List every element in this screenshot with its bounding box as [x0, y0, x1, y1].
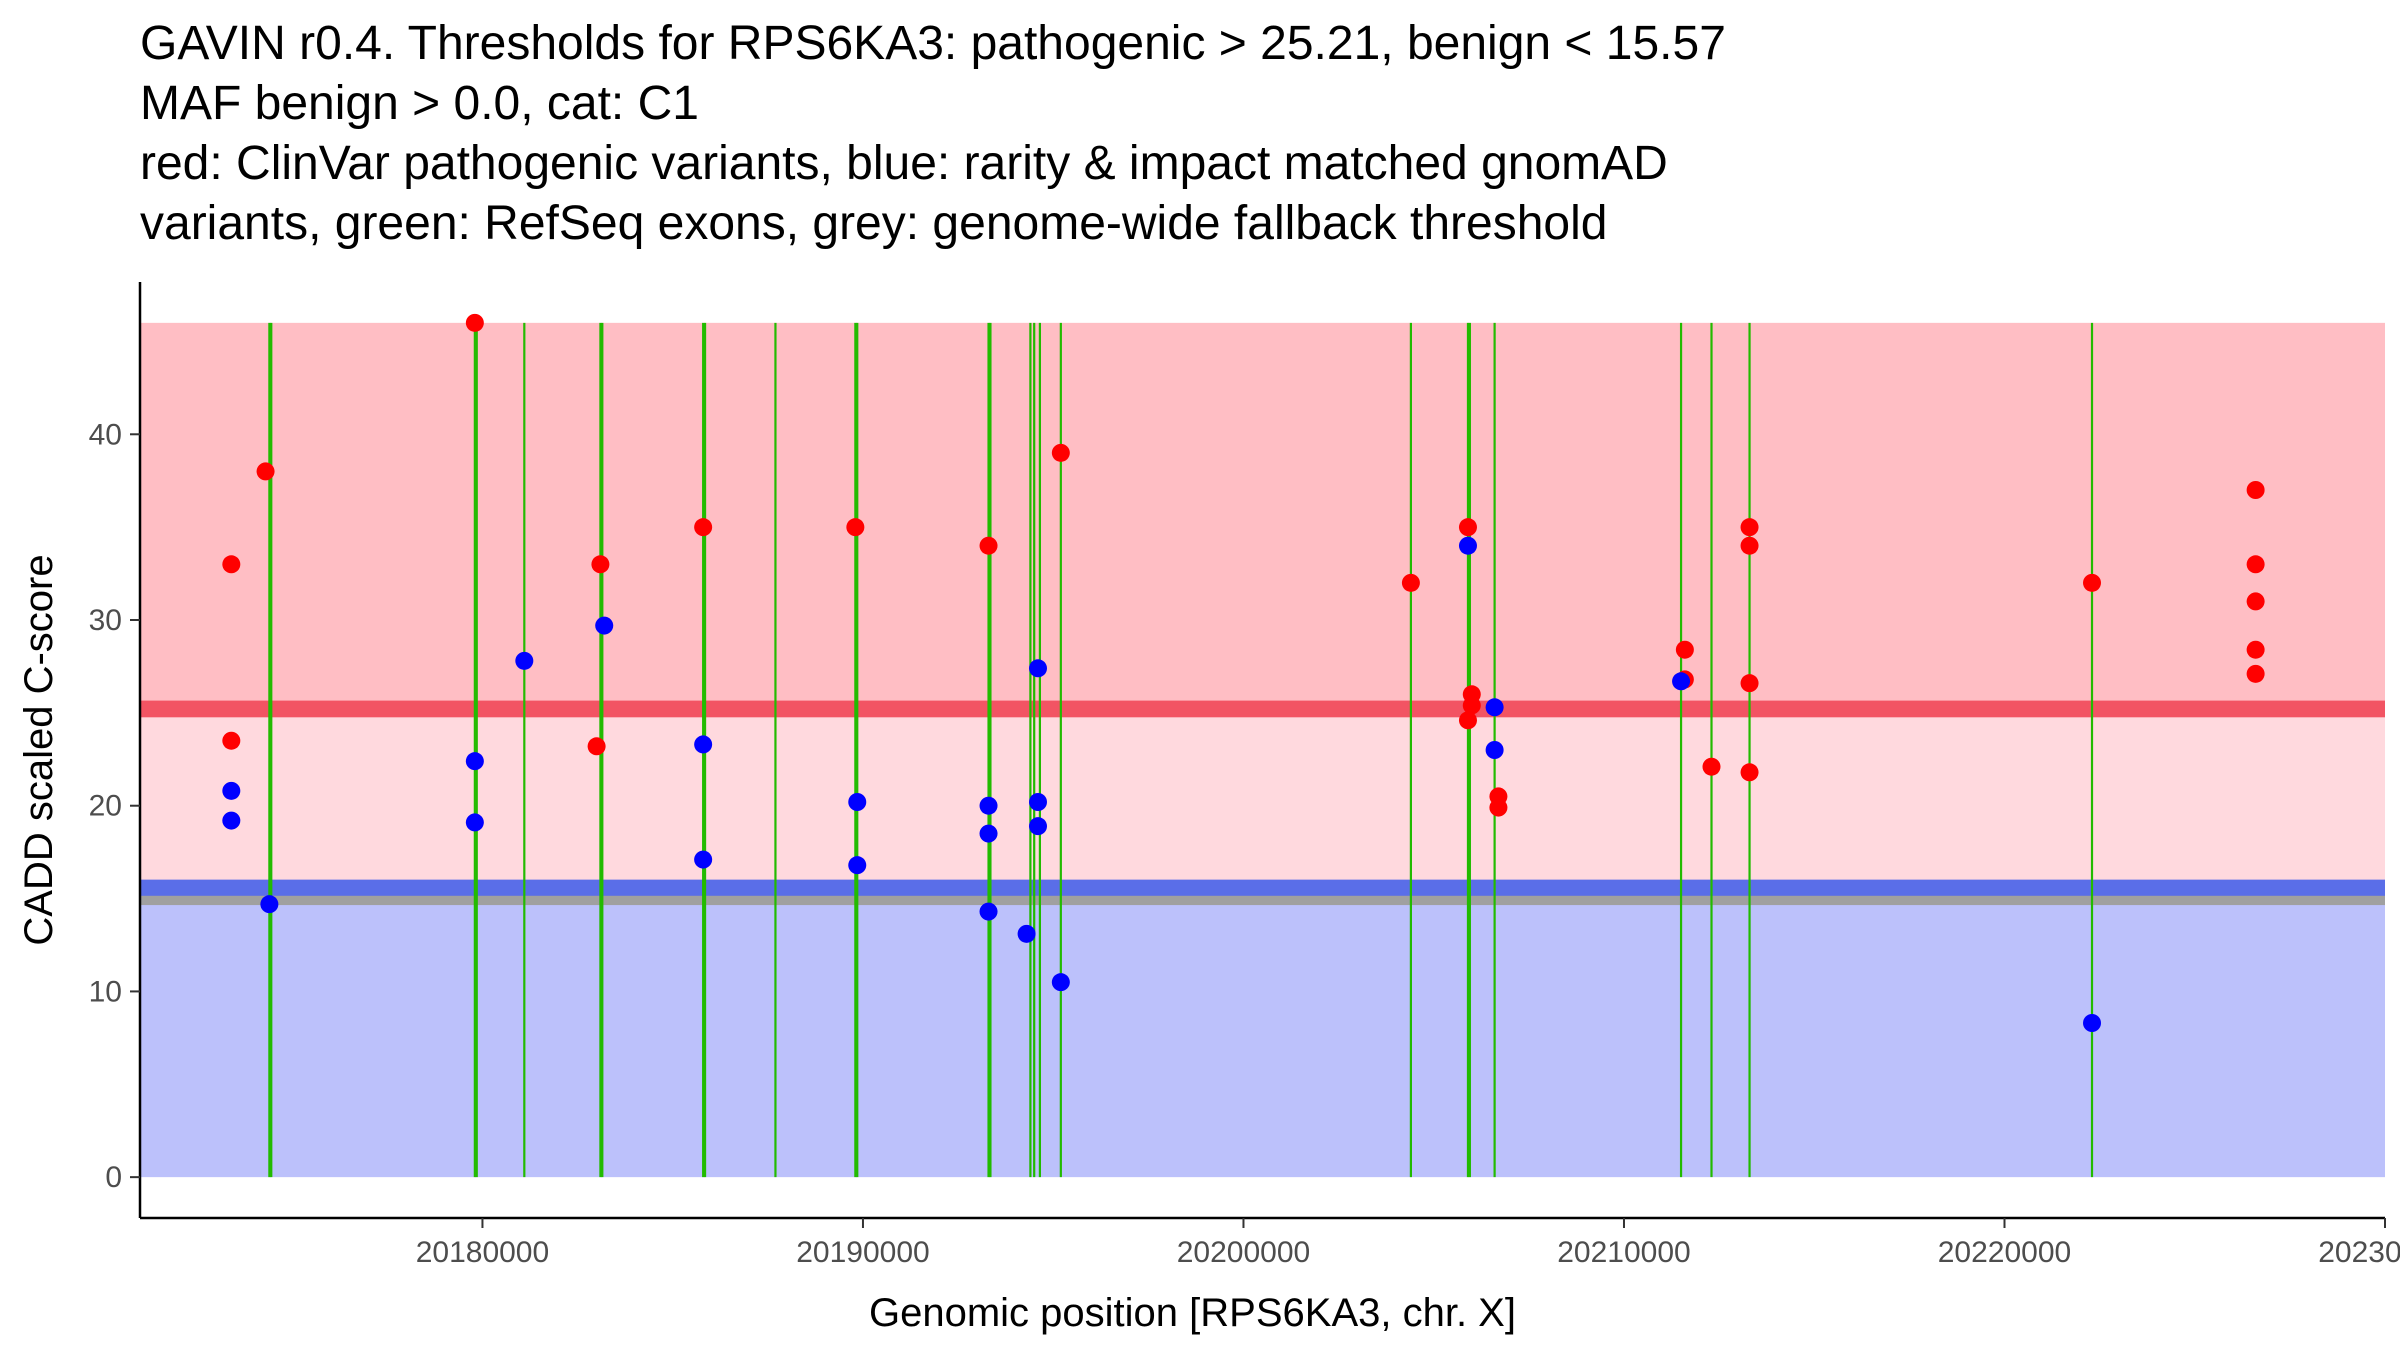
pathogenic-variant-point [1458, 518, 1477, 537]
chart-title-block: GAVIN r0.4. Thresholds for RPS6KA3: path… [140, 14, 1726, 254]
pathogenic-variant-point [1740, 674, 1759, 693]
y-tick-label: 0 [105, 1161, 122, 1194]
pathogenic-variant-point [465, 313, 484, 332]
pathogenic-variant-point [1489, 798, 1508, 817]
y-tick-label: 10 [89, 975, 122, 1008]
pathogenic-variant-point [2083, 573, 2102, 592]
variant-points [222, 313, 2265, 1032]
gnomad-variant-point [465, 752, 484, 771]
pathogenic-variant-point [2246, 664, 2265, 683]
x-tick-label: 20200000 [1177, 1236, 1310, 1269]
pathogenic-variant-point [1458, 711, 1477, 730]
gnomad-variant-point [1029, 659, 1047, 678]
gnomad-variant-point [848, 793, 867, 811]
threshold-lines [140, 700, 2385, 906]
gnomad-variant-point [2083, 1014, 2102, 1032]
benign-zone [140, 887, 2385, 1178]
chart-title: GAVIN r0.4. Thresholds for RPS6KA3: path… [140, 17, 1726, 70]
gnomad-variant-point [979, 824, 998, 843]
x-axis-title: Genomic position [RPS6KA3, chr. X] [869, 1291, 1516, 1335]
gnomad-variant-point [1029, 793, 1047, 811]
gnomad-variant-point [1458, 536, 1477, 555]
y-tick-label: 20 [89, 790, 122, 823]
pathogenic-zone [140, 322, 2385, 709]
gnomad-variant-point [1485, 741, 1504, 759]
y-axis-title: CADD scaled C-score [17, 554, 61, 945]
pathogenic-variant-point [2246, 481, 2265, 499]
gnomad-variant-point [1029, 817, 1047, 836]
gnomad-variant-point [1485, 698, 1504, 717]
gnomad-variant-point [1017, 924, 1036, 943]
benign-threshold [140, 879, 2385, 897]
threshold-bands [140, 322, 2385, 1178]
pathogenic-variant-point [1740, 536, 1759, 555]
pathogenic-variant-point [1740, 518, 1759, 537]
gnomad-variant-point [515, 651, 534, 670]
pathogenic-variant-point [591, 555, 610, 574]
pathogenic-variant-point [222, 555, 241, 574]
axis-ticks: 0 10 20 30 40 20180000 20190000 20200000 2021000… [89, 418, 2400, 1269]
pathogenic-variant-point [1462, 696, 1481, 715]
x-tick-label: 20180000 [416, 1236, 549, 1269]
gnomad-variant-point [465, 813, 484, 832]
gnomad-variant-point [694, 735, 713, 754]
gnomad-variant-point [595, 616, 614, 635]
gnomad-variant-point [1672, 672, 1691, 691]
axes [138, 282, 2385, 1220]
gnomad-variant-point [848, 856, 867, 875]
gnomad-variant-point [979, 902, 998, 921]
pathogenic-variant-point [222, 731, 241, 750]
pathogenic-variant-point [1702, 757, 1721, 776]
x-tick-label: 20190000 [796, 1236, 929, 1269]
chart-subtitle-maf: MAF benign > 0.0, cat: C1 [140, 77, 699, 130]
gnomad-variant-point [260, 895, 279, 914]
pathogenic-variant-point [846, 518, 865, 537]
pathogenic-threshold [140, 700, 2385, 718]
y-tick-label: 30 [89, 604, 122, 637]
fallback-threshold [140, 895, 2385, 906]
pathogenic-variant-point [694, 518, 713, 537]
pathogenic-variant-point [2246, 592, 2265, 611]
pathogenic-variant-point [1740, 763, 1759, 782]
pathogenic-variant-point [979, 536, 998, 555]
gnomad-variant-point [694, 850, 713, 869]
pathogenic-variant-point [1401, 573, 1420, 592]
gnomad-variant-point [222, 811, 241, 830]
pathogenic-variant-point [2246, 640, 2265, 659]
chart-legend-text-1: red: ClinVar pathogenic variants, blue: … [140, 137, 1668, 190]
x-tick-label: 20220000 [1938, 1236, 2071, 1269]
gnomad-variant-point [979, 796, 998, 815]
gnomad-variant-point [222, 781, 241, 800]
intermediate-zone [140, 708, 2385, 888]
pathogenic-variant-point [1675, 640, 1694, 659]
gnomad-variant-point [1051, 973, 1070, 992]
chart-legend-text-2: variants, green: RefSeq exons, grey: gen… [140, 197, 1608, 250]
x-tick-label: 20210000 [1557, 1236, 1690, 1269]
pathogenic-variant-point [256, 462, 275, 481]
pathogenic-variant-point [587, 737, 606, 756]
x-tick-label: 20230000 [2318, 1236, 2400, 1269]
pathogenic-variant-point [1051, 443, 1070, 462]
y-tick-label: 40 [89, 418, 122, 451]
pathogenic-variant-point [2246, 555, 2265, 574]
